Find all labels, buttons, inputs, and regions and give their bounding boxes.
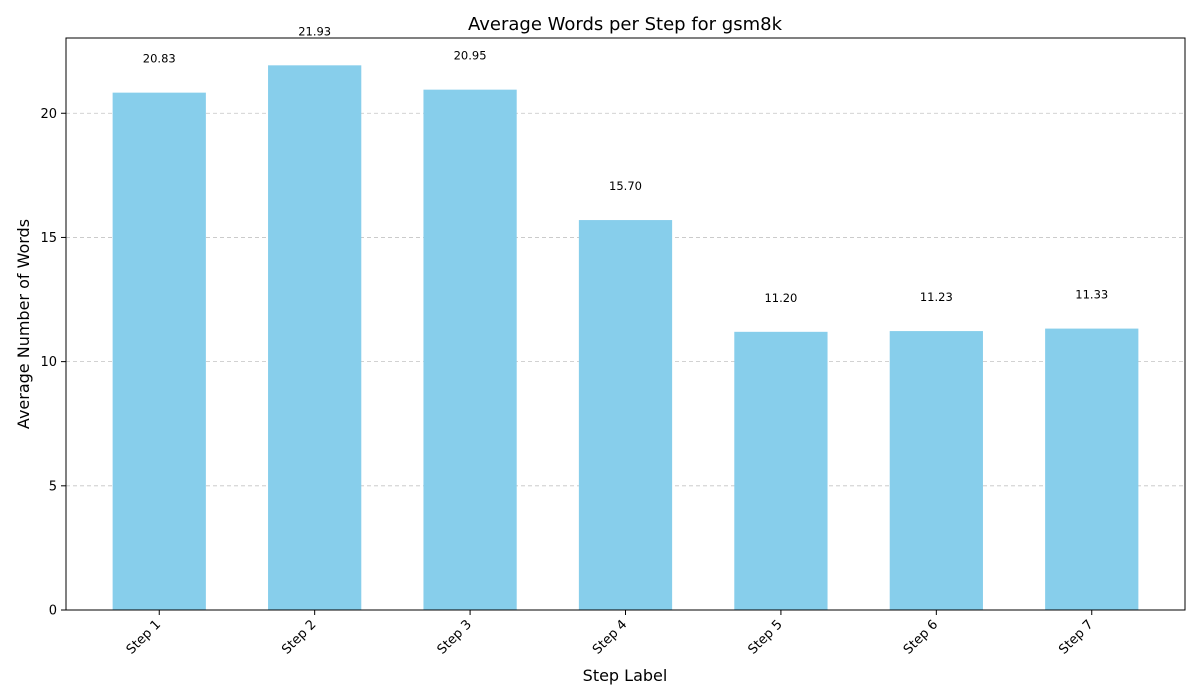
bar: [734, 331, 828, 610]
x-tick-label: Step 2: [279, 617, 319, 657]
bar: [889, 331, 983, 610]
x-axis-label: Step Label: [583, 666, 668, 685]
x-tick-label: Step 7: [1056, 617, 1096, 657]
data-label: 20.83: [143, 52, 176, 66]
y-axis-label: Average Number of Words: [14, 219, 33, 429]
data-label: 20.95: [454, 49, 487, 63]
y-tick-label: 0: [49, 604, 57, 619]
x-tick-label: Step 5: [745, 617, 785, 657]
data-label: 11.33: [1075, 288, 1108, 302]
data-label: 15.70: [609, 179, 642, 193]
bar: [268, 65, 362, 611]
x-axis-ticks: Step 1 Step 2 Step 3 Step 4 Step 5 Step 6 Step…: [124, 610, 1097, 658]
bar: [1045, 328, 1139, 610]
data-label: 21.93: [298, 24, 331, 38]
data-labels: 20.83 21.93 20.95 15.70 11.20 11.23 11.33: [143, 24, 1108, 305]
bar: [578, 220, 673, 610]
bar: [423, 89, 517, 610]
y-tick-label: 15: [40, 231, 57, 246]
y-axis-ticks: 0 5 10 15 20: [40, 107, 66, 619]
data-label: 11.20: [764, 291, 797, 305]
chart-title: Average Words per Step for gsm8k: [468, 14, 783, 35]
y-tick-label: 20: [40, 107, 57, 122]
x-tick-label: Step 1: [124, 617, 164, 657]
bar: [112, 92, 206, 610]
grid-lines: [66, 112, 1185, 487]
data-label: 11.23: [920, 290, 953, 304]
x-tick-label: Step 4: [590, 617, 630, 657]
bars: [112, 65, 1139, 611]
y-tick-label: 10: [40, 355, 57, 370]
x-tick-label: Step 6: [901, 617, 941, 657]
x-tick-label: Step 3: [435, 617, 475, 657]
y-tick-label: 5: [49, 479, 57, 494]
